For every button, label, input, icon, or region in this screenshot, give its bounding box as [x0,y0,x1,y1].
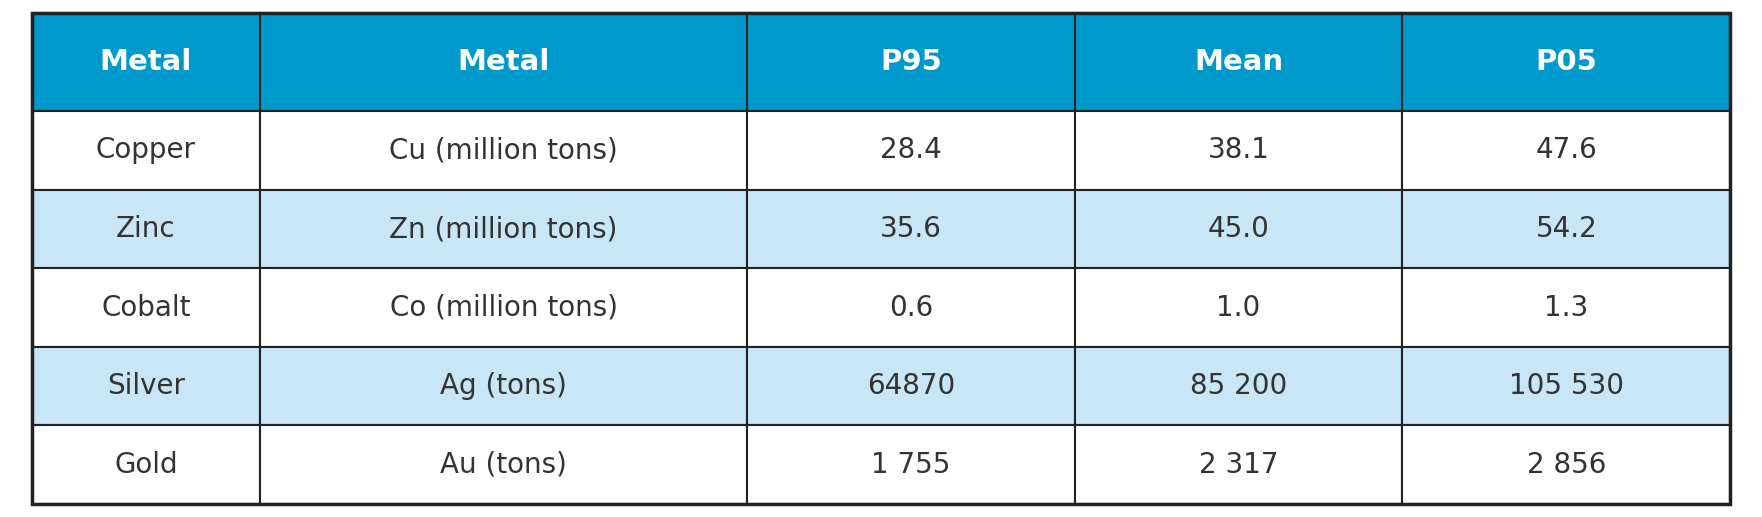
Text: 45.0: 45.0 [1207,215,1270,243]
Bar [32,13,261,111]
Text: 64870: 64870 [867,372,955,400]
Text: Ag (tons): Ag (tons) [440,372,567,400]
Text: 0.6: 0.6 [888,294,932,322]
Bar [747,268,1075,347]
Text: Metal: Metal [458,48,550,76]
Text: Zinc: Zinc [116,215,176,243]
Bar [1403,268,1730,347]
Text: 47.6: 47.6 [1535,136,1598,164]
Bar [1075,347,1403,425]
Text: Au (tons): Au (tons) [440,451,567,479]
Text: 85 200: 85 200 [1189,372,1288,400]
Bar [747,111,1075,190]
Text: Gold: Gold [115,451,178,479]
Text: 1.3: 1.3 [1544,294,1589,322]
Bar [1075,111,1403,190]
Text: 28.4: 28.4 [879,136,941,164]
Text: P95: P95 [879,48,941,76]
Bar [261,268,747,347]
Bar [747,190,1075,268]
Bar [32,190,261,268]
Text: Co (million tons): Co (million tons) [389,294,617,322]
Text: Mean: Mean [1195,48,1283,76]
Bar [261,425,747,504]
Bar [1403,425,1730,504]
Text: Copper: Copper [95,136,196,164]
Text: Silver: Silver [107,372,185,400]
Text: 2 317: 2 317 [1198,451,1279,479]
Text: 54.2: 54.2 [1535,215,1598,243]
Bar [32,268,261,347]
Text: 1.0: 1.0 [1216,294,1262,322]
Text: 35.6: 35.6 [879,215,941,243]
Bar [1075,13,1403,111]
Bar [747,347,1075,425]
Bar [32,347,261,425]
Bar [1403,347,1730,425]
Bar [1075,268,1403,347]
Text: Metal: Metal [100,48,192,76]
Bar [261,347,747,425]
Bar [1403,111,1730,190]
Bar [32,111,261,190]
Bar [261,190,747,268]
Text: 105 530: 105 530 [1508,372,1625,400]
Text: 2 856: 2 856 [1526,451,1607,479]
Bar [747,425,1075,504]
Bar [32,425,261,504]
Bar [1403,13,1730,111]
Bar [1075,190,1403,268]
Bar [261,111,747,190]
Bar [1075,425,1403,504]
Text: Cu (million tons): Cu (million tons) [389,136,618,164]
Bar [1403,190,1730,268]
Text: P05: P05 [1535,48,1598,76]
Text: 38.1: 38.1 [1207,136,1270,164]
Bar [261,13,747,111]
Text: Cobalt: Cobalt [100,294,190,322]
Bar [747,13,1075,111]
Text: Zn (million tons): Zn (million tons) [389,215,618,243]
Text: 1 755: 1 755 [870,451,950,479]
